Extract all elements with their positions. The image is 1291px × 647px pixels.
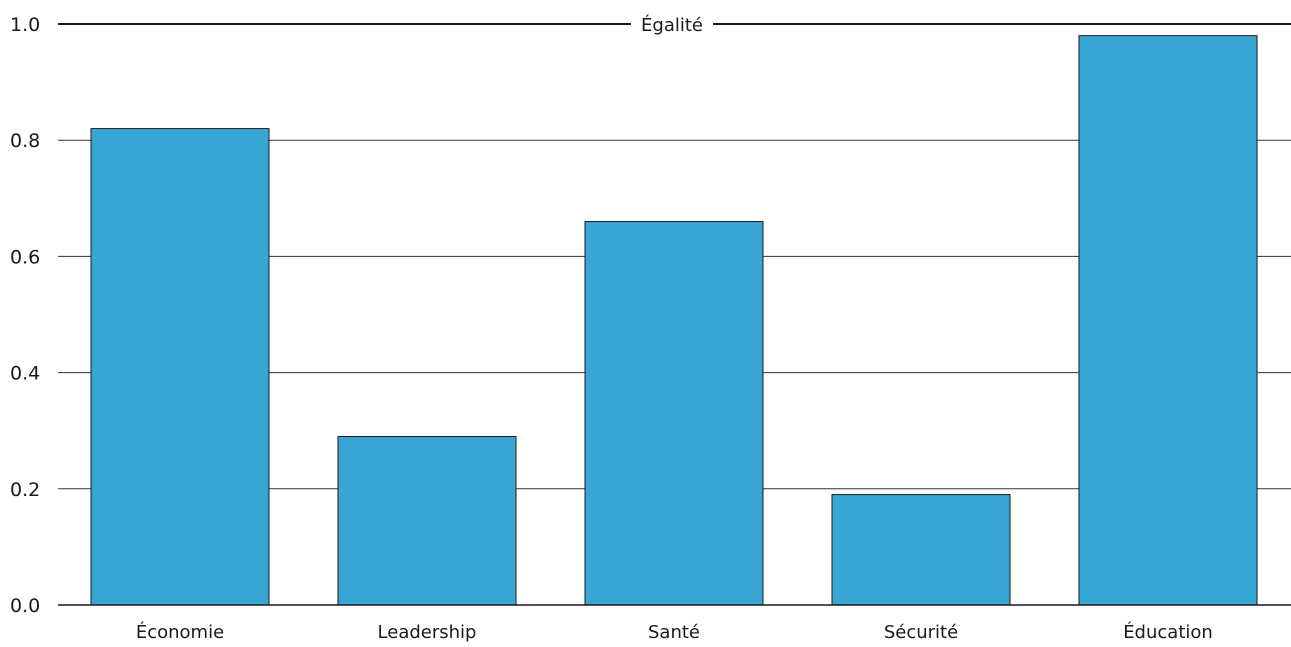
y-tick-label: 0.2	[10, 479, 40, 501]
x-category-label: Leadership	[378, 622, 477, 643]
x-category-label: Santé	[648, 622, 700, 643]
x-axis-labels: Économie Leadership Santé Sécurité Éducation	[136, 621, 1213, 643]
chart-title-background	[631, 10, 713, 38]
y-tick-label: 0.0	[10, 595, 40, 617]
bar-4	[1078, 35, 1258, 606]
y-tick-label: 1.0	[10, 14, 40, 36]
bar-0	[90, 128, 270, 606]
x-category-label: Économie	[136, 621, 224, 643]
y-tick-label: 0.6	[10, 246, 40, 268]
y-tick-label: 0.8	[10, 130, 40, 152]
x-category-label: Sécurité	[884, 622, 958, 643]
x-category-label: Éducation	[1123, 621, 1213, 643]
bar-2	[584, 221, 764, 606]
y-axis-ticks: 0.0 0.2 0.4 0.6 0.8 1.0	[10, 14, 40, 617]
chart-title: Égalité	[641, 14, 703, 36]
bar-3	[831, 494, 1011, 606]
bars	[90, 35, 1258, 606]
y-tick-label: 0.4	[10, 363, 40, 385]
bar-1	[337, 436, 517, 606]
